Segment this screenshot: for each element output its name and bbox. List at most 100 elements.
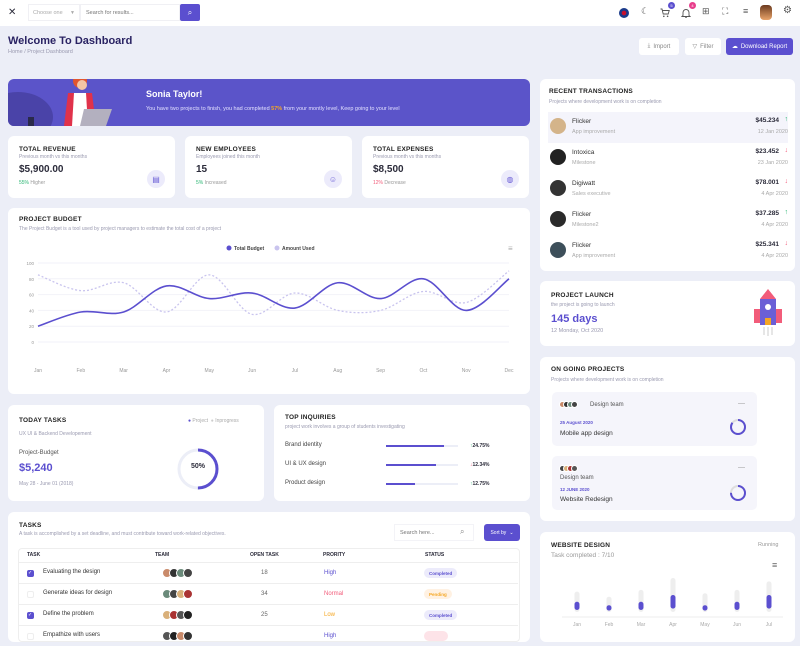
download-icon: ⤓	[648, 43, 651, 50]
transaction-desc: App improvement	[572, 253, 615, 259]
arrow-down-icon: ↓	[785, 178, 789, 185]
y-tick-label: 60	[29, 293, 35, 298]
priority: Normal	[324, 591, 343, 597]
transaction-item[interactable]: Intoxica Milestone $23.452 ↓ 23 Jan 2020	[548, 143, 788, 174]
bar	[735, 602, 740, 610]
launch-date: 12 Monday, Oct 2020	[551, 328, 603, 334]
inquiry-bar	[386, 464, 458, 466]
today-legend: ● Project ● Inprogress	[188, 418, 239, 424]
inquiry-change: ↑12.75%	[470, 481, 489, 487]
x-tick-label: Jun	[248, 368, 256, 374]
team-avatars	[165, 631, 193, 643]
table-row[interactable]: ✓ Evaluating the design 18 High Complete…	[18, 562, 518, 583]
inquiry-label: UI & UX design	[285, 461, 326, 467]
tasks-header-row: TASK TEAM OPEN TASK PRORITY STATUS	[18, 548, 518, 562]
transaction-name: Flicker	[572, 211, 591, 218]
launch-title: PROJECT LAUNCH	[551, 292, 614, 299]
y-tick-label: 0	[31, 340, 34, 345]
menu-lines-icon[interactable]: ≡	[743, 6, 748, 16]
team-avatars	[562, 401, 578, 410]
bar	[671, 595, 676, 609]
team-avatar	[571, 465, 578, 472]
apps-grid-icon[interactable]: ⊞	[702, 6, 710, 17]
team-avatars	[165, 568, 193, 580]
column-header[interactable]: OPEN TASK	[250, 552, 279, 558]
table-row[interactable]: Generate ideas for design 34 Normal Pend…	[18, 583, 518, 604]
project-item[interactable]: Design team — 25 August 2020 Mobile app …	[552, 392, 757, 446]
filter-button[interactable]: ▽Filter	[685, 38, 721, 55]
sort-by-button[interactable]: Sort by⌄	[484, 524, 520, 541]
avatar	[550, 149, 566, 165]
download-report-button[interactable]: ☁Download Report	[726, 38, 793, 55]
open-task-count: 18	[261, 570, 268, 576]
bell-icon[interactable]	[681, 8, 691, 18]
inquiry-bar-fill	[386, 445, 444, 447]
x-tick-label: Dec	[505, 368, 514, 374]
project-progress-ring	[728, 483, 748, 503]
legend-project: Project	[192, 418, 208, 424]
team-avatars	[562, 465, 578, 474]
tasks-title: TASKS	[19, 522, 42, 529]
inquiry-change-value: 12.34%	[473, 462, 490, 468]
open-task-count: 25	[261, 612, 268, 618]
priority: High	[324, 570, 336, 576]
transactions-subtitle: Projects where development work is on co…	[549, 99, 662, 105]
column-header[interactable]: PRORITY	[323, 552, 345, 558]
bar	[639, 602, 644, 610]
inquiries-title: TOP INQUIRIES	[285, 414, 336, 421]
filter-label: Filter	[700, 44, 713, 50]
column-header[interactable]: STATUS	[425, 552, 444, 558]
x-tick-label: Apr	[669, 622, 677, 628]
flag-uk-icon[interactable]	[619, 8, 629, 18]
priority: High	[324, 633, 336, 639]
fullscreen-icon[interactable]: ⛶	[722, 6, 728, 17]
open-task-count: 34	[261, 591, 268, 597]
y-tick-label: 20	[29, 324, 35, 329]
legend-label[interactable]: Amount Used	[282, 246, 315, 252]
cart-icon[interactable]	[660, 8, 670, 18]
inquiry-change-value: 12.75%	[473, 481, 490, 487]
legend-label[interactable]: Total Budget	[234, 246, 265, 252]
user-avatar[interactable]	[760, 5, 772, 20]
transaction-item[interactable]: Flicker App improvement $25.341 ↓ 4 Apr …	[548, 236, 788, 267]
row-checkbox[interactable]	[27, 591, 34, 598]
transaction-name: Digiwatt	[572, 180, 595, 187]
more-icon[interactable]: —	[738, 400, 745, 407]
moon-icon[interactable]: ☾	[641, 6, 649, 17]
inquiry-bar	[386, 483, 458, 485]
transaction-item[interactable]: Digiwatt Sales executive $78.001 ↓ 4 Apr…	[548, 174, 788, 205]
row-checkbox[interactable]: ✓	[27, 612, 34, 619]
row-checkbox[interactable]	[27, 633, 34, 640]
column-header[interactable]: TEAM	[155, 552, 169, 558]
project-item[interactable]: Design team — 12 JUNE 2020 Website Redes…	[552, 456, 757, 510]
project-progress-ring	[728, 417, 748, 437]
transaction-desc: Milestone	[572, 160, 596, 166]
cart-badge: 5	[668, 2, 675, 9]
x-tick-label: May	[700, 622, 710, 628]
table-row[interactable]: ✓ Define the problem 25 Low Completed	[18, 604, 518, 625]
x-tick-label: May	[205, 368, 215, 374]
inquiry-change: ↓12.34%	[470, 462, 489, 468]
more-icon[interactable]: —	[738, 464, 745, 471]
transaction-amount: $45.234	[756, 117, 780, 124]
row-checkbox[interactable]: ✓	[27, 570, 34, 577]
rocket-illustration	[750, 287, 786, 337]
x-tick-label: Sep	[376, 368, 385, 374]
today-title: TODAY TASKS	[19, 417, 66, 424]
inquiry-change-value: 24.75%	[473, 443, 490, 449]
x-tick-label: Jul	[292, 368, 298, 374]
avatar	[550, 180, 566, 196]
transaction-item[interactable]: Flicker App improvement $45.234 ↑ 12 Jan…	[548, 112, 788, 143]
budget-dates: May 28 - June 01 (2018)	[19, 481, 73, 487]
transaction-date: 4 Apr 2020	[761, 253, 788, 259]
transaction-desc: Sales executive	[572, 191, 611, 197]
column-header[interactable]: TASK	[27, 552, 40, 558]
import-button[interactable]: ⤓Import	[639, 38, 679, 55]
x-tick-label: Jan	[34, 368, 42, 374]
x-tick-label: Feb	[605, 622, 614, 628]
x-tick-label: Jun	[733, 622, 741, 628]
transaction-item[interactable]: Flicker Milestone2 $37.285 ↑ 4 Apr 2020	[548, 205, 788, 236]
gear-icon[interactable]: ⚙	[783, 5, 792, 16]
